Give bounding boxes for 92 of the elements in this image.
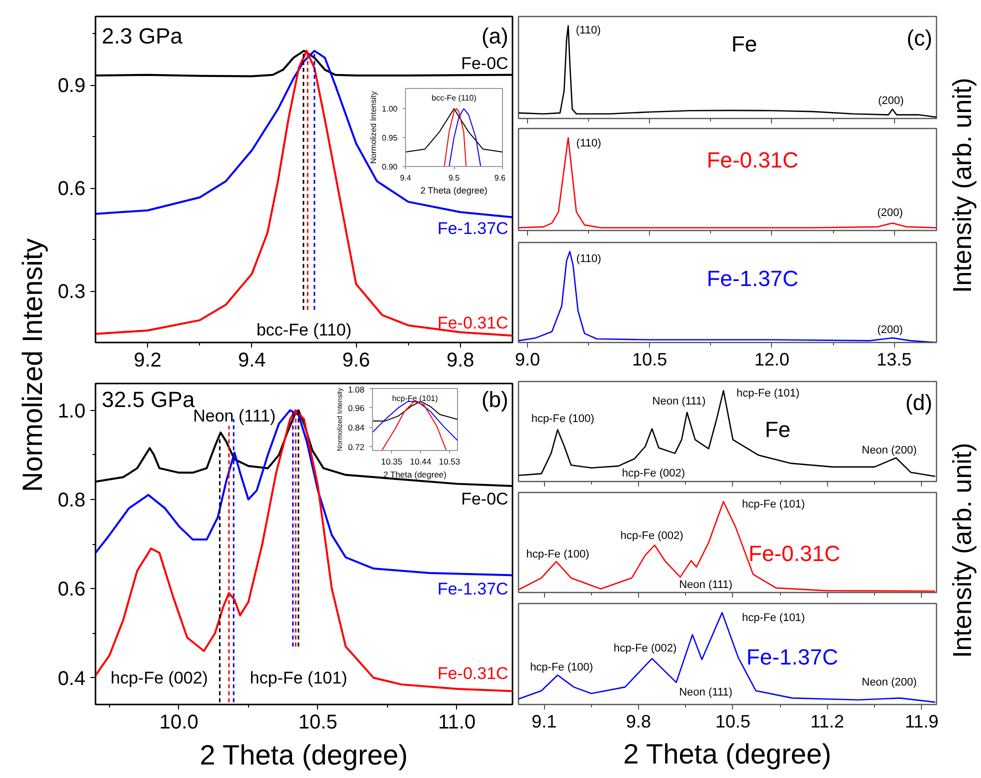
series-label: Fe-0C — [461, 54, 508, 73]
series-label: Fe-0.31C — [437, 664, 508, 683]
annotation: hcp-Fe (002) — [614, 642, 677, 654]
x-tick-label: 12.0 — [754, 350, 790, 370]
text: Fe-1.37C — [706, 266, 799, 291]
y-tick-label: 0.6 — [58, 578, 86, 601]
annotation: (110) — [576, 252, 602, 265]
annotation: hcp-Fe (101) — [736, 387, 800, 400]
x-tick-label: 9.6 — [342, 350, 370, 372]
y-tick-label: 0.96 — [348, 402, 365, 413]
annotation: hcp-Fe (002) — [620, 530, 684, 542]
y-axis-title: Intensity (arb. unit) — [946, 442, 978, 658]
annotation: (110) — [576, 137, 602, 150]
chart-subtitle: 32.5 GPa — [102, 387, 196, 412]
line-series — [444, 108, 467, 166]
text: hcp-Fe (101) — [392, 394, 438, 403]
x-tick-label: 10.53 — [438, 456, 460, 466]
x-axis-title: 2 Theta (degree) — [200, 740, 408, 770]
annotation: Neon (200) — [862, 444, 917, 457]
annotation: bcc-Fe (110) — [256, 320, 352, 340]
annotation: Neon (111) — [652, 396, 706, 408]
x-tick-label: 9.5 — [448, 174, 460, 182]
annotation: Neon (111) — [679, 686, 732, 699]
x-tick-label: 9.1 — [532, 712, 557, 732]
chart-title: (d) — [905, 390, 932, 415]
x-tick-label: 9.4 — [400, 174, 412, 182]
x-axis-title: 2 Theta (degree) — [623, 738, 832, 770]
annotation: (110) — [576, 24, 601, 36]
y-axis-title: Normolized Intensity — [368, 91, 378, 164]
series-label: Fe-0.31C — [748, 541, 840, 566]
annotation: Neon (111) — [193, 406, 276, 426]
annotation: (200) — [878, 94, 904, 107]
chart-title: (b) — [481, 387, 508, 412]
annotation: hcp-Fe (101) — [742, 498, 805, 510]
y-tick-label: 1.00 — [382, 104, 398, 114]
series-label: Fe-1.37C — [437, 218, 508, 238]
x-axis-title: 2 Theta (degree) — [383, 470, 447, 480]
x-tick-label: 13.5 — [876, 350, 912, 370]
chart-title: (c) — [906, 25, 932, 50]
x-tick-label: 9.0 — [514, 350, 540, 370]
annotation: Neon (200) — [862, 676, 917, 688]
text: bcc-Fe (110) — [432, 93, 477, 102]
x-tick-label: 9.2 — [134, 350, 162, 372]
x-tick-label: 10.5 — [298, 712, 338, 734]
y-tick-label: 0.95 — [382, 134, 398, 143]
x-tick-label: 10.5 — [715, 712, 750, 732]
annotation: Neon (111) — [679, 579, 732, 592]
annotation: (200) — [877, 324, 903, 336]
annotation: hcp-Fe (100) — [530, 662, 594, 674]
y-tick-label: 1.0 — [58, 400, 86, 422]
series-label: Fe-1.37C — [746, 644, 838, 670]
chart-subtitle: 2.3 GPa — [102, 24, 184, 49]
line-series — [406, 108, 502, 153]
y-tick-label: 0.3 — [58, 281, 86, 304]
annotation: hcp-Fe (101) — [742, 612, 805, 624]
y-tick-label: 0.4 — [58, 668, 86, 690]
x-tick-label: 9.4 — [238, 350, 266, 372]
y-tick-label: 0.6 — [58, 178, 86, 200]
y-axis-title: Normolized Intensity — [16, 238, 49, 492]
series-label: Fe — [764, 417, 791, 442]
y-tick-label: 1.08 — [348, 384, 365, 394]
x-tick-label: 10.35 — [381, 456, 403, 466]
line-series — [96, 50, 512, 337]
line-series — [448, 108, 482, 166]
series-label: Fe-0C — [461, 490, 508, 509]
y-axis-title: Intensity (arb. unit) — [946, 77, 978, 293]
annotation: hcp-Fe (100) — [531, 412, 594, 425]
x-tick-label: 9.8 — [446, 350, 474, 372]
chart-title: (a) — [481, 24, 508, 49]
annotation: hcp-Fe (002) — [622, 467, 686, 480]
annotation: hcp-Fe (101) — [250, 668, 348, 688]
x-tick-label: 9.8 — [626, 712, 652, 732]
y-tick-label: 0.9 — [58, 75, 86, 98]
x-tick-label: 11.9 — [904, 712, 939, 732]
x-tick-label: 11.2 — [810, 712, 844, 732]
text: Fe — [731, 32, 758, 57]
x-tick-label: 10.5 — [632, 350, 668, 370]
y-tick-label: 0.8 — [58, 489, 86, 512]
y-tick-label: 0.90 — [382, 162, 398, 172]
x-tick-label: 10.0 — [159, 712, 198, 734]
x-tick-label: 9.6 — [494, 174, 506, 182]
series-label: Fe-0.31C — [437, 313, 508, 332]
text: Fe-0.31C — [706, 148, 799, 173]
x-tick-label: 11.0 — [438, 712, 476, 734]
series-label: Fe-1.37C — [437, 579, 508, 598]
x-tick-label: 10.44 — [410, 456, 432, 466]
y-tick-label: 0.84 — [348, 422, 365, 432]
x-axis-title: 2 Theta (degree) — [420, 186, 488, 196]
y-tick-label: 0.72 — [348, 442, 365, 452]
annotation: hcp-Fe (100) — [526, 548, 590, 560]
annotation: (200) — [877, 206, 903, 219]
annotation: hcp-Fe (002) — [110, 668, 208, 688]
